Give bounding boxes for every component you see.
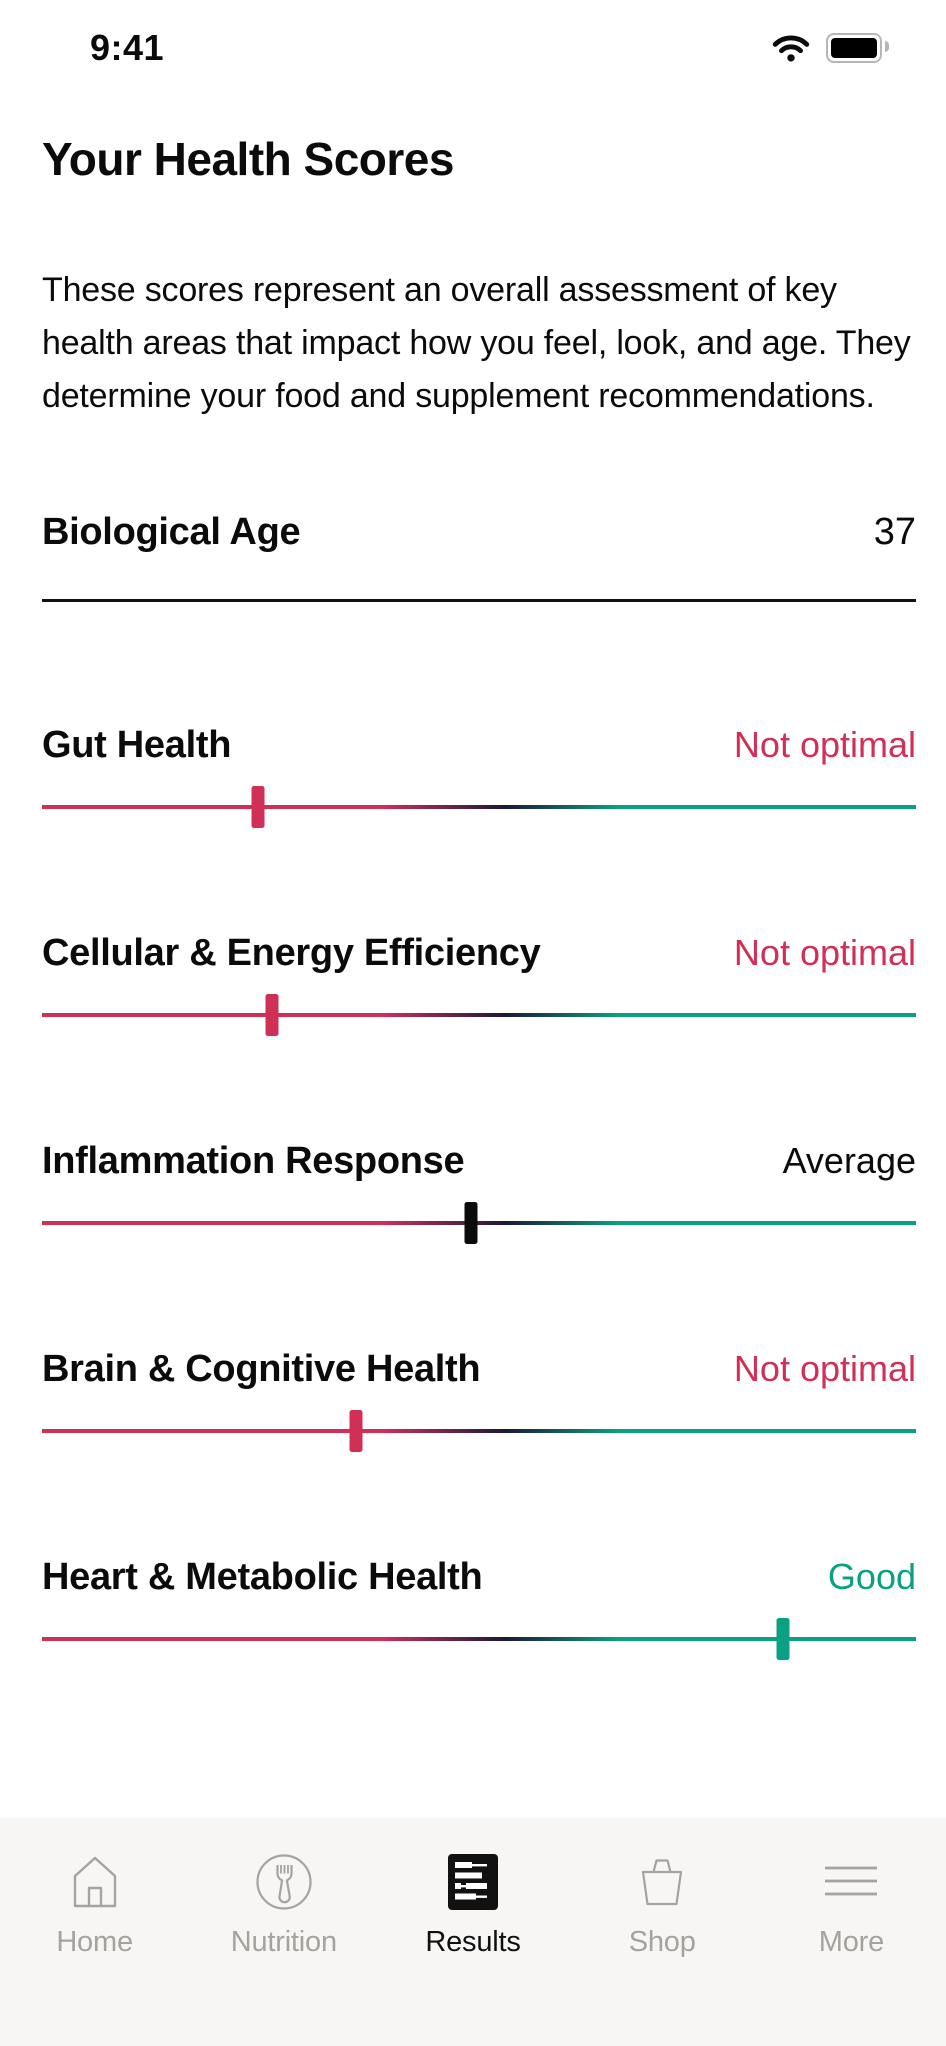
score-label: Cellular & Energy Efficiency [42,932,541,974]
battery-fill [831,38,877,58]
battery-icon [826,33,889,63]
score-row-inflammation: Inflammation Response Average [42,1140,916,1244]
score-status: Not optimal [733,724,916,765]
score-gradient-track [42,805,916,809]
score-row-cellular-energy: Cellular & Energy Efficiency Not optimal [42,932,916,1036]
score-row-brain-cognitive: Brain & Cognitive Health Not optimal [42,1348,916,1452]
nutrition-icon [255,1852,313,1912]
score-track [42,1410,916,1452]
page-description: These scores represent an overall assess… [42,271,911,415]
tab-label: More [818,1926,885,1958]
main-content: Your Health Scores These scores represen… [0,132,946,1660]
home-icon [67,1852,123,1912]
more-icon [825,1852,878,1912]
score-marker [464,1202,478,1244]
score-status: Not optimal [733,1348,916,1389]
tab-more[interactable]: More [757,1852,946,1959]
score-gradient-track [42,1637,916,1641]
score-status: Good [827,1556,916,1597]
biological-age-value: 37 [873,511,916,553]
score-row-gut-health: Gut Health Not optimal [42,724,916,828]
score-row-heart-metabolic: Heart & Metabolic Health Good [42,1556,916,1660]
score-gradient-track [42,1221,916,1225]
score-track [42,994,916,1036]
score-track [42,1202,916,1244]
score-label: Inflammation Response [42,1140,465,1182]
biological-age-label: Biological Age [42,511,301,553]
tab-label: Shop [628,1926,696,1958]
score-label: Heart & Metabolic Health [42,1556,483,1598]
wifi-icon [772,35,810,62]
status-bar: 9:41 [0,0,946,70]
score-track [42,786,916,828]
score-gradient-track [42,1429,916,1433]
tab-bar: Home Nutrition Results [0,1818,946,2046]
shop-icon [635,1852,689,1912]
battery-nub [884,41,889,52]
tab-shop[interactable]: Shop [568,1852,757,1959]
score-marker [265,994,279,1036]
tab-home[interactable]: Home [0,1852,189,1959]
tab-label: Home [56,1926,133,1958]
score-marker [251,786,265,828]
tab-nutrition[interactable]: Nutrition [189,1852,378,1959]
results-icon [448,1852,498,1912]
tab-label: Results [425,1926,521,1958]
status-icons [771,33,889,63]
score-marker [349,1410,363,1452]
status-time: 9:41 [90,27,165,68]
score-marker [776,1618,790,1660]
score-label: Brain & Cognitive Health [42,1348,481,1390]
biological-age-section: Biological Age 37 [42,511,916,602]
tab-results[interactable]: Results [378,1852,567,1959]
score-status: Not optimal [733,932,916,973]
tab-label: Nutrition [230,1926,337,1958]
score-track [42,1618,916,1660]
score-gradient-track [42,1013,916,1017]
page-title: Your Health Scores [42,133,454,185]
score-status: Average [782,1140,916,1181]
score-label: Gut Health [42,724,232,766]
divider-line [42,599,916,602]
